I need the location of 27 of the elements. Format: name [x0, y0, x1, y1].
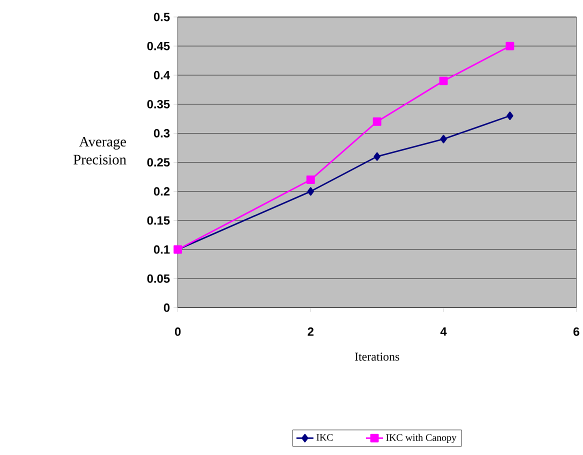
point: [372, 118, 382, 126]
y-tick-label: 0.35: [147, 100, 170, 109]
x-tick-label: 6: [573, 328, 580, 336]
legend-label: IKC: [316, 434, 333, 442]
y-tick-label: 0.15: [147, 216, 170, 225]
y-tick-label: 0.05: [147, 274, 170, 284]
x-tick-label: 2: [308, 328, 314, 336]
y-tick-label: 0.45: [147, 42, 170, 51]
point: [374, 152, 380, 161]
x-tick-label: 0: [174, 328, 181, 336]
y-tick-label: 0.4: [154, 71, 170, 80]
point: [306, 176, 315, 184]
y-tick-label: 0.25: [147, 158, 170, 167]
y-tick-label: 0.1: [154, 246, 170, 254]
x-tick-label: 4: [440, 328, 447, 336]
x-axis-title: Iterations: [354, 352, 400, 361]
legend-label: IKC with Canopy: [386, 434, 456, 444]
y-axis-title: Average Precision: [74, 137, 126, 165]
y-tick-label: 0.3: [154, 129, 170, 138]
point: [307, 187, 314, 196]
y-tick-label: 0.5: [154, 13, 170, 22]
point: [440, 135, 447, 144]
y-tick-label: 0: [164, 304, 170, 312]
y-tick-label: 0.2: [154, 187, 170, 196]
point: [439, 76, 448, 86]
point: [506, 42, 514, 51]
point: [506, 112, 514, 120]
